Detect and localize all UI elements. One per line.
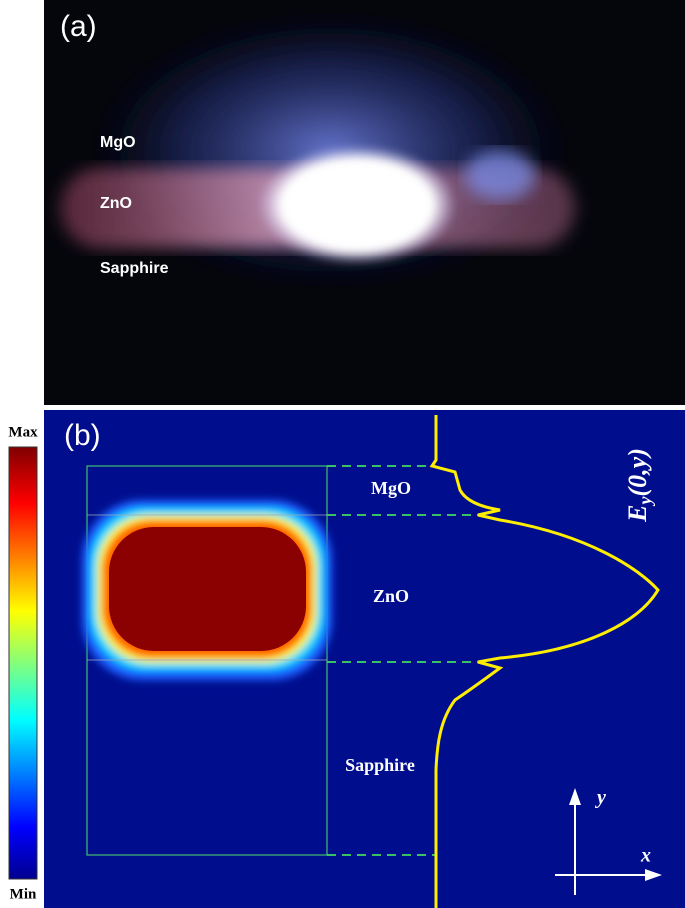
panel-b: (b) MgO ZnO Sapphire Ey(0,y) y x	[44, 410, 685, 908]
layer-label: Sapphire	[345, 755, 415, 775]
layer-label: ZnO	[100, 195, 132, 212]
colorbar-max: Max	[8, 424, 38, 440]
field-argument: (0,y)	[623, 448, 652, 496]
field-label: Ey(0,y)	[623, 448, 655, 523]
layer-label: Sapphire	[100, 260, 169, 277]
colorbar-min: Min	[10, 886, 37, 902]
colorbar: Max Min	[8, 424, 38, 902]
layer-label: MgO	[100, 134, 136, 151]
panel-a: (a) MgO ZnO Sapphire	[44, 0, 685, 405]
panel-label: (b)	[64, 419, 101, 452]
axis-label: x	[640, 845, 651, 867]
panel-label: (a)	[60, 10, 97, 43]
field-symbol: E	[623, 505, 652, 523]
layer-label: MgO	[371, 478, 411, 498]
layer-label: ZnO	[373, 586, 409, 606]
field-subscript: y	[635, 496, 655, 507]
axis-label: y	[595, 787, 606, 809]
